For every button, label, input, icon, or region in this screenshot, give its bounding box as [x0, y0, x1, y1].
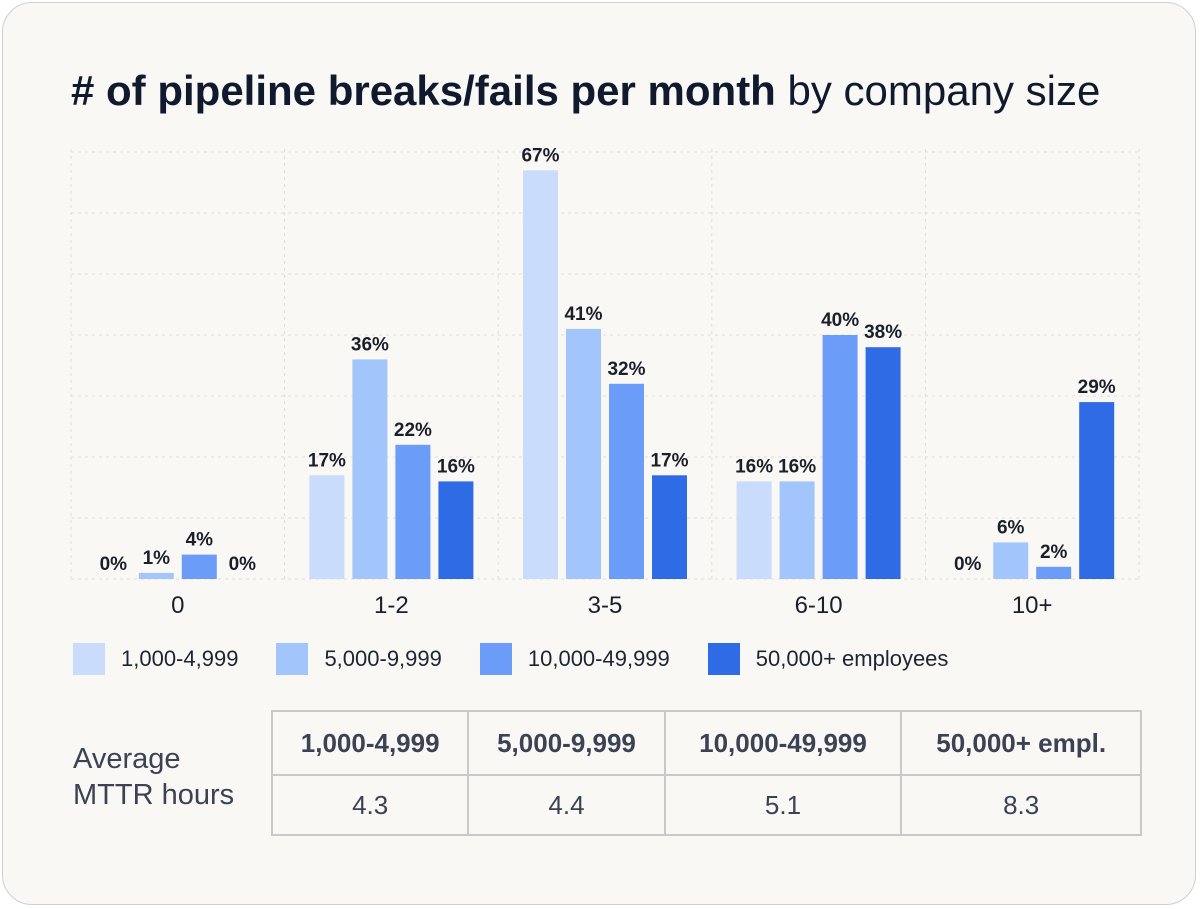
x-tick-label: 10+	[1012, 592, 1053, 619]
bar-label-6-10-series-1: 16%	[735, 456, 773, 477]
bar-label-1-2-series-4: 16%	[437, 456, 475, 477]
bar-10+-series-4	[1079, 402, 1115, 579]
bar-label-6-10-series-4: 38%	[864, 322, 902, 343]
mttr-value-50000-plus: 8.3	[900, 774, 1142, 836]
chart-title-regular: by company size	[775, 67, 1101, 114]
legend-label-10000-49999: 10,000-49,999	[527, 646, 670, 671]
legend-swatch-1000-4999	[73, 643, 105, 675]
x-tick-label: 1-2	[374, 592, 409, 619]
bar-10+-series-2	[993, 542, 1029, 579]
bar-label-10+-series-3: 2%	[1040, 542, 1068, 563]
bar-label-3-5-series-1: 67%	[521, 145, 559, 166]
bar-label-0-series-3: 4%	[186, 530, 214, 551]
bar-label-10+-series-4: 29%	[1078, 377, 1116, 398]
bar-3-5-series-3	[609, 383, 644, 579]
bar-label-1-2-series-1: 17%	[308, 450, 346, 471]
legend-item-50000-plus: 50,000+ employees	[707, 643, 949, 675]
bar-label-0-series-1: 0%	[100, 554, 128, 575]
x-tick-label: 6-10	[795, 592, 843, 619]
legend-swatch-10000-49999	[479, 643, 512, 675]
bar-1-2-series-1	[309, 475, 345, 579]
legend-item-5000-9999: 5,000-9,999	[276, 643, 442, 675]
mttr-value-1000-4999: 4.3	[270, 774, 470, 836]
bar-chart: 0% 1%4%0%017%36%22%16%1-267%41%32%17%3-51…	[70, 145, 1140, 619]
bar-label-3-5-series-2: 41%	[564, 304, 602, 325]
bar-label-1-2-series-2: 36%	[351, 334, 389, 355]
bar-label-0-series-2: 1%	[143, 548, 171, 569]
legend-swatch-5000-9999	[276, 643, 309, 675]
legend-label-5000-9999: 5,000-9,999	[324, 646, 442, 671]
bar-1-2-series-4	[438, 481, 474, 579]
chart-legend: 1,000-4,999 5,000-9,999 10,000-49,999 50…	[73, 641, 986, 677]
legend-swatch-50000-plus	[707, 643, 740, 675]
mttr-header-5000-9999: 5,000-9,999	[467, 710, 666, 776]
mttr-value-row: 4.3 4.4 5.1 8.3	[270, 774, 1142, 836]
mttr-header-10000-49999: 10,000-49,999	[663, 710, 903, 776]
x-tick-label: 3-5	[588, 592, 623, 619]
x-tick-label: 0	[171, 592, 184, 619]
bar-0-series-3	[181, 554, 217, 579]
chart-title-bold: # of pipeline breaks/fails per month	[71, 67, 776, 114]
mttr-value-5000-9999: 4.4	[467, 774, 666, 836]
mttr-value-10000-49999: 5.1	[663, 774, 903, 836]
legend-item-1000-4999: 1,000-4,999	[73, 643, 238, 675]
bar-0-series-2	[138, 572, 174, 579]
bar-label-1-2-series-3: 22%	[394, 420, 432, 441]
bar-label-3-5-series-4: 17%	[650, 450, 688, 471]
bar-6-10-series-3	[822, 335, 858, 579]
bar-label-0-series-4: 0%	[229, 554, 257, 575]
bar-label-10+-series-2: 6%	[997, 517, 1025, 538]
bar-10+-series-3	[1036, 566, 1072, 579]
bar-label-6-10-series-3: 40%	[821, 310, 859, 331]
bar-6-10-series-4	[865, 347, 901, 579]
mttr-header-50000-plus: 50,000+ empl.	[900, 710, 1142, 776]
bar-1-2-series-2	[352, 359, 388, 579]
mttr-row-label: Average MTTR hours	[73, 743, 235, 811]
legend-item-10000-49999: 10,000-49,999	[479, 643, 670, 675]
bar-6-10-series-1	[736, 481, 772, 579]
chart-title: # of pipeline breaks/fails per month by …	[71, 63, 1100, 119]
legend-label-50000-plus: 50,000+ employees	[755, 646, 949, 671]
bar-6-10-series-2	[779, 481, 815, 579]
mttr-table: 1,000-4,999 5,000-9,999 10,000-49,999 50…	[270, 710, 1142, 836]
legend-label-1000-4999: 1,000-4,999	[121, 646, 239, 671]
bar-3-5-series-1	[523, 170, 558, 580]
mttr-header-row: 1,000-4,999 5,000-9,999 10,000-49,999 50…	[270, 710, 1142, 776]
bar-label-6-10-series-2: 16%	[778, 456, 816, 477]
bar-3-5-series-4	[652, 475, 687, 579]
mttr-header-1000-4999: 1,000-4,999	[270, 710, 470, 776]
bar-1-2-series-3	[395, 444, 431, 579]
bar-label-3-5-series-3: 32%	[607, 359, 645, 380]
bar-3-5-series-2	[566, 328, 601, 579]
bar-label-10+-series-1: 0%	[954, 554, 982, 575]
